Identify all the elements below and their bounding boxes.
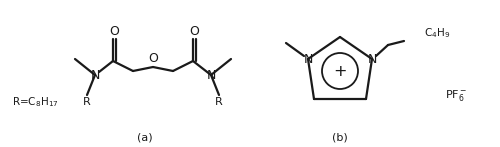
Text: R: R (215, 97, 223, 107)
Text: C$_4$H$_9$: C$_4$H$_9$ (424, 26, 450, 40)
Text: (b): (b) (332, 132, 348, 142)
Text: O: O (148, 51, 158, 65)
Text: +: + (333, 64, 347, 78)
Text: N: N (304, 52, 312, 66)
Text: N: N (368, 52, 376, 66)
Text: R: R (83, 97, 91, 107)
Text: R=C$_8$H$_{17}$: R=C$_8$H$_{17}$ (12, 95, 58, 109)
Text: O: O (109, 25, 119, 37)
Text: N: N (206, 69, 216, 81)
Text: PF$_6^-$: PF$_6^-$ (445, 87, 468, 102)
Text: O: O (189, 25, 199, 37)
Text: N: N (90, 69, 100, 81)
Text: (a): (a) (137, 132, 153, 142)
